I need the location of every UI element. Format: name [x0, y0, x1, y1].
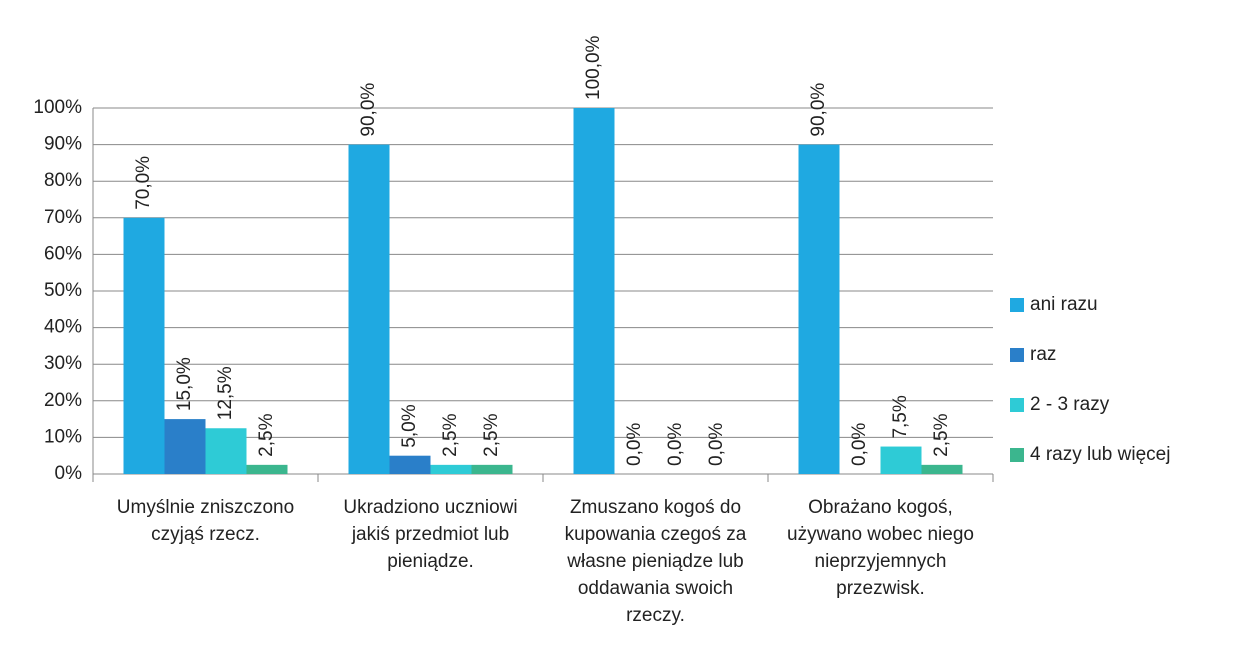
x-tick-label: Ukradziono uczniowi jakiś przedmiot lub …	[343, 497, 518, 572]
value-label: 7,5%	[890, 395, 911, 438]
y-tick-label: 60%	[44, 243, 82, 264]
y-tick-label: 10%	[44, 426, 82, 447]
value-label: 5,0%	[399, 404, 420, 447]
value-label: 2,5%	[931, 413, 952, 456]
value-label: 2,5%	[440, 413, 461, 456]
y-tick-label: 70%	[44, 207, 82, 228]
value-label: 2,5%	[481, 413, 502, 456]
bar	[430, 464, 472, 474]
value-label: 2,5%	[256, 413, 277, 456]
value-label: 0,0%	[665, 423, 686, 466]
bar	[205, 428, 247, 474]
bar	[123, 217, 165, 475]
value-label: 12,5%	[215, 366, 236, 420]
value-label: 70,0%	[133, 156, 154, 210]
bar	[389, 455, 431, 474]
legend-swatch	[1010, 298, 1024, 312]
bar	[164, 419, 206, 474]
value-label: 0,0%	[849, 423, 870, 466]
value-label: 15,0%	[174, 357, 195, 411]
bar	[880, 446, 922, 474]
y-tick-label: 80%	[44, 170, 82, 191]
bar	[348, 144, 390, 474]
legend-swatch	[1010, 348, 1024, 362]
value-label: 90,0%	[808, 83, 829, 137]
legend-label: 4 razy lub więcej	[1030, 444, 1170, 465]
x-tick-label: Umyślnie zniszczono czyjąś rzecz.	[116, 497, 295, 545]
y-tick-label: 50%	[44, 280, 82, 301]
y-tick-label: 100%	[33, 97, 82, 118]
y-tick-label: 20%	[44, 390, 82, 411]
bar	[471, 464, 513, 474]
value-label: 0,0%	[706, 423, 727, 466]
value-label: 0,0%	[624, 423, 645, 466]
legend-swatch	[1010, 448, 1024, 462]
x-tick-label: Obrażano kogoś, używano wobec niego niep…	[787, 497, 974, 599]
value-label: 90,0%	[358, 83, 379, 137]
value-label: 100,0%	[583, 35, 604, 100]
bar	[573, 108, 615, 474]
y-tick-label: 40%	[44, 317, 82, 338]
y-tick-label: 90%	[44, 134, 82, 155]
legend-label: ani razu	[1030, 294, 1098, 315]
legend-label: 2 - 3 razy	[1030, 394, 1110, 415]
y-tick-label: 30%	[44, 353, 82, 374]
bar	[921, 464, 963, 474]
x-tick-label: Zmuszano kogoś do kupowania czegoś za wł…	[564, 497, 747, 626]
bar	[246, 464, 288, 474]
legend-label: raz	[1030, 344, 1056, 365]
legend-swatch	[1010, 398, 1024, 412]
y-tick-label: 0%	[55, 463, 83, 484]
bar	[798, 144, 840, 474]
